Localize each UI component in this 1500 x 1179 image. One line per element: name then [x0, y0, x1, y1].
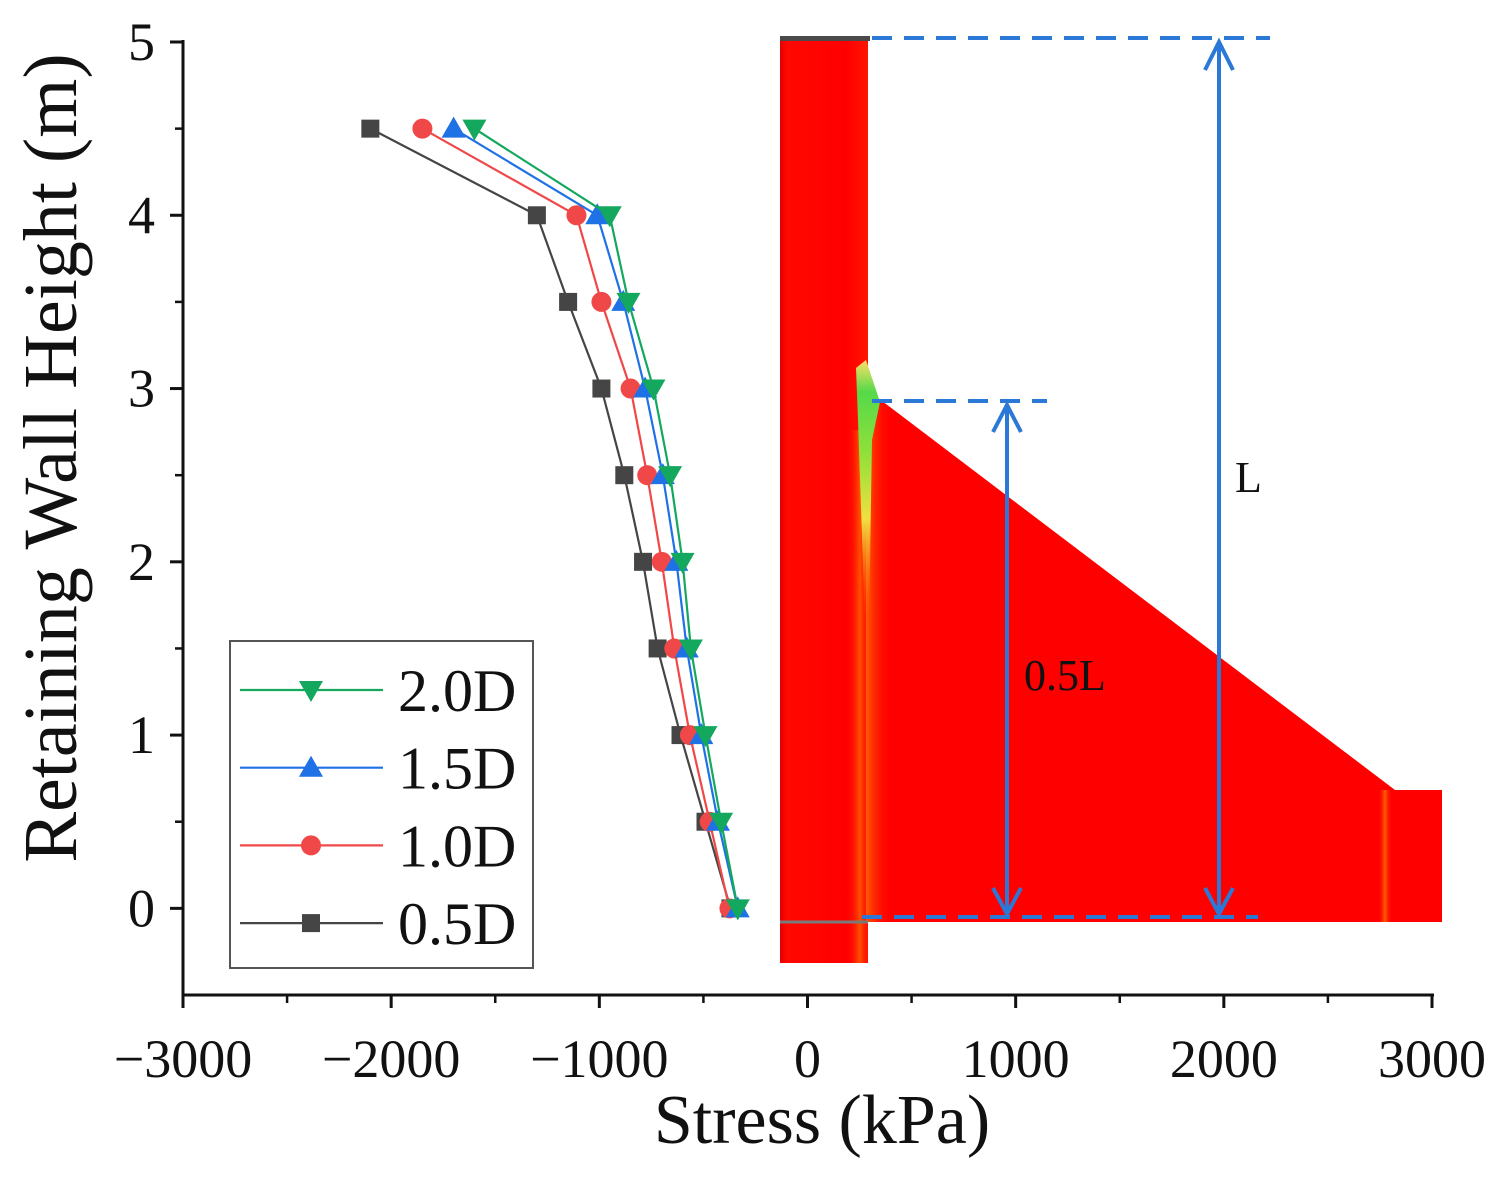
legend-marker	[299, 755, 323, 777]
legend-items: 2.0D 1.5D 1.0D 0.5D	[240, 658, 516, 957]
data-point-marker	[527, 206, 546, 225]
legend-label: 2.0D	[398, 658, 516, 724]
x-tick-label: 2000	[1170, 1029, 1278, 1089]
series-layer	[361, 116, 750, 921]
full-length-label: L	[1235, 453, 1262, 502]
legend-label: 0.5D	[398, 891, 516, 957]
legend: 2.0D 1.5D 1.0D 0.5D	[229, 640, 534, 969]
series-line	[473, 127, 739, 909]
y-axis-label: Retaining Wall Height (m)	[9, 53, 93, 862]
arrowhead-down	[1203, 887, 1235, 919]
data-point-marker	[591, 291, 612, 312]
data-point-marker	[658, 466, 683, 488]
y-tick-label: 2	[128, 532, 155, 592]
data-point-marker	[678, 639, 703, 661]
half-length-label: 0.5L	[1024, 651, 1106, 700]
x-tick-label: 3000	[1378, 1029, 1486, 1089]
stress-contour-inset: 0.5L L	[780, 36, 1442, 963]
x-tick-label: −2000	[322, 1029, 460, 1089]
x-tick-label: −3000	[114, 1029, 252, 1089]
x-tick-label: −1000	[530, 1029, 668, 1089]
legend-entry-1-0d: 1.0D	[240, 813, 516, 879]
arrowhead-up	[1203, 37, 1235, 71]
x-tick-label: 0	[794, 1029, 821, 1089]
data-point-marker	[592, 379, 611, 398]
data-point-marker	[585, 203, 610, 225]
series-line	[369, 127, 732, 909]
data-point-marker	[412, 118, 433, 139]
data-point-marker	[725, 899, 750, 921]
series-2-0d	[462, 119, 750, 921]
legend-entry-1-5d: 1.5D	[240, 736, 516, 802]
y-tick-label: 3	[128, 359, 155, 419]
y-tick-label: 0	[128, 878, 155, 938]
data-point-marker	[441, 116, 466, 138]
x-tick-label: 1000	[962, 1029, 1070, 1089]
arrowhead-up	[991, 400, 1023, 433]
legend-box	[229, 640, 534, 969]
axis-ticks: −3000 −2000 −1000 0 1000 2000 3000 0 1 2 3 4 5	[114, 12, 1486, 1089]
dimension-arrow-full-length	[1203, 37, 1235, 919]
retaining-wall-base	[866, 401, 1442, 922]
legend-marker	[302, 914, 320, 933]
y-tick-label: 1	[128, 705, 155, 765]
data-point-marker	[462, 119, 487, 141]
legend-marker	[299, 681, 323, 702]
x-axis-label: Stress (kPa)	[654, 1082, 990, 1159]
data-point-marker	[637, 465, 658, 486]
data-point-marker	[648, 639, 667, 658]
data-point-marker	[634, 552, 653, 571]
data-point-marker	[361, 119, 380, 138]
data-point-marker	[566, 205, 587, 226]
legend-marker	[301, 835, 321, 856]
base-step-glow	[1378, 790, 1392, 922]
y-tick-label: 5	[128, 12, 155, 72]
data-point-marker	[641, 379, 666, 401]
data-point-marker	[670, 552, 695, 574]
legend-label: 1.0D	[398, 813, 516, 879]
series-line	[453, 127, 739, 909]
stress-concentration-streak	[856, 360, 880, 625]
dimension-arrow-half-length	[991, 400, 1023, 919]
y-tick-label: 4	[128, 185, 155, 245]
data-point-marker	[693, 726, 718, 748]
data-point-marker	[616, 292, 641, 314]
arrowhead-down	[991, 887, 1023, 919]
wall-top-edge	[780, 36, 870, 41]
data-point-marker	[615, 466, 634, 485]
series-line	[421, 127, 731, 909]
data-point-marker	[709, 812, 734, 834]
legend-entry-0-5d: 0.5D	[240, 891, 516, 957]
data-point-marker	[559, 292, 578, 311]
legend-label: 1.5D	[398, 736, 516, 802]
legend-entry-2-0d: 2.0D	[240, 658, 516, 724]
data-point-marker	[597, 206, 622, 228]
